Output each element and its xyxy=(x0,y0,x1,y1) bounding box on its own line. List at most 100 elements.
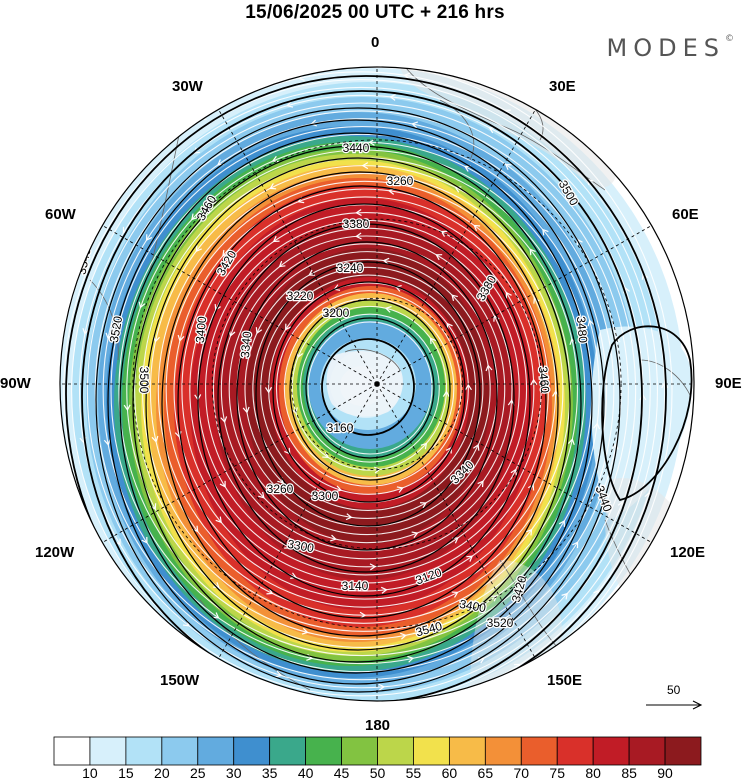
contour-7 xyxy=(145,157,571,651)
stream-arrow xyxy=(382,257,390,265)
contour-label: 3140 xyxy=(342,579,369,593)
map-boundary xyxy=(59,66,695,702)
stream-arrow xyxy=(266,588,274,595)
lon-label-150w: 150W xyxy=(160,672,200,689)
colorbar-tick-label: 90 xyxy=(657,765,673,781)
contour-label: 3220 xyxy=(287,289,314,303)
colorbar-swatch xyxy=(89,736,127,766)
stream-arrow xyxy=(416,704,422,710)
land-europe xyxy=(399,67,617,188)
geopotential-contours xyxy=(60,67,694,701)
stream-arrow xyxy=(255,327,263,335)
brand-logo: MODES© xyxy=(607,34,734,62)
stream-arrow xyxy=(105,332,113,340)
stream-arrow xyxy=(473,443,480,451)
contour-6 xyxy=(132,145,582,663)
stream-arrow xyxy=(322,451,330,459)
streamline-24 xyxy=(118,133,608,649)
stream-arrow xyxy=(146,234,153,242)
contour-15 xyxy=(289,299,451,481)
colorbar-swatch xyxy=(197,736,235,766)
wind-scale-label: 50 xyxy=(667,683,681,697)
colorbar-tick-label: 55 xyxy=(405,765,422,781)
contour-label: 3340 xyxy=(238,330,254,358)
stream-arrow xyxy=(572,541,579,549)
colorbar-swatch xyxy=(161,736,199,766)
stream-arrow xyxy=(286,100,294,108)
stream-arrow xyxy=(567,438,575,446)
stream-arrow xyxy=(123,404,131,412)
wind-scale-arrow xyxy=(646,700,703,710)
meridian-210 xyxy=(218,383,378,659)
stream-arrow xyxy=(464,383,472,391)
colorbar-swatch xyxy=(377,736,414,766)
colorbar-tick-label: 70 xyxy=(513,765,530,781)
streamline-29 xyxy=(78,94,644,689)
streamline-30 xyxy=(71,86,651,697)
copyright-mark: © xyxy=(725,34,734,44)
lon-label-60e: 60E xyxy=(672,206,699,223)
lon-label-60w: 60W xyxy=(45,206,76,223)
stream-arrow xyxy=(212,612,220,619)
stream-arrow xyxy=(373,466,381,474)
contour-1 xyxy=(65,75,667,701)
stream-arrow xyxy=(369,563,377,571)
streamline-10 xyxy=(228,243,506,536)
streamline-2 xyxy=(291,305,448,471)
contour-label: 3240 xyxy=(337,261,364,275)
stream-arrow xyxy=(477,480,484,488)
meridian-60 xyxy=(376,225,652,385)
stream-arrow xyxy=(355,209,362,217)
contour-10 xyxy=(197,203,531,597)
meridian-150 xyxy=(376,383,536,659)
contour-11 xyxy=(217,223,515,573)
contour-label: 3400 xyxy=(458,597,487,615)
contour-17 xyxy=(321,338,415,436)
stream-arrow xyxy=(611,442,619,450)
colorbar-swatch xyxy=(664,736,702,766)
stream-arrow xyxy=(561,592,568,600)
stream-arrow xyxy=(451,591,459,598)
stream-arrow xyxy=(278,260,286,268)
streamline-12 xyxy=(212,227,520,552)
contour-2 xyxy=(81,90,643,701)
stream-arrow xyxy=(269,183,277,190)
colorbar-swatch xyxy=(269,736,307,766)
stream-arrow xyxy=(466,555,474,562)
stream-arrow xyxy=(403,72,411,80)
latitude-circle-2 xyxy=(132,139,622,629)
contour-label: 3440 xyxy=(343,141,370,155)
lon-label-30e: 30E xyxy=(549,78,576,95)
lon-label-0: 0 xyxy=(371,34,380,51)
stream-arrow xyxy=(330,534,337,542)
colorbar-swatch xyxy=(341,736,378,766)
stream-arrow xyxy=(72,503,79,511)
stream-arrow xyxy=(368,138,375,146)
lon-label-90e: 90E xyxy=(715,375,742,392)
stream-arrow xyxy=(380,586,388,594)
stream-arrow xyxy=(191,213,198,221)
map-title: 15/06/2025 00 UTC + 216 hrs xyxy=(245,2,505,23)
stream-arrow xyxy=(53,396,59,401)
colorbar-tick-label: 30 xyxy=(225,765,242,781)
streamline-0 xyxy=(307,321,433,455)
stream-arrow xyxy=(396,486,404,493)
stream-arrow xyxy=(407,655,415,663)
stream-arrow xyxy=(361,162,369,170)
colorbar-tick-label: 65 xyxy=(477,765,494,781)
contour-8 xyxy=(161,171,559,637)
stream-arrow xyxy=(593,422,601,430)
stream-arrow xyxy=(214,303,221,311)
contour-label: 3480 xyxy=(574,316,590,344)
brand-text: MODES xyxy=(606,34,725,62)
stream-arrow xyxy=(151,435,159,443)
coastline-10 xyxy=(344,348,401,371)
streamline-16 xyxy=(181,196,549,584)
meridian-120 xyxy=(376,383,652,543)
stream-arrow xyxy=(290,572,298,579)
colorbar-swatch xyxy=(448,736,486,766)
stream-arrow xyxy=(485,364,493,372)
stream-arrow xyxy=(219,480,226,488)
colorbar-tick-label: 25 xyxy=(189,765,206,781)
contour-13 xyxy=(255,261,481,527)
